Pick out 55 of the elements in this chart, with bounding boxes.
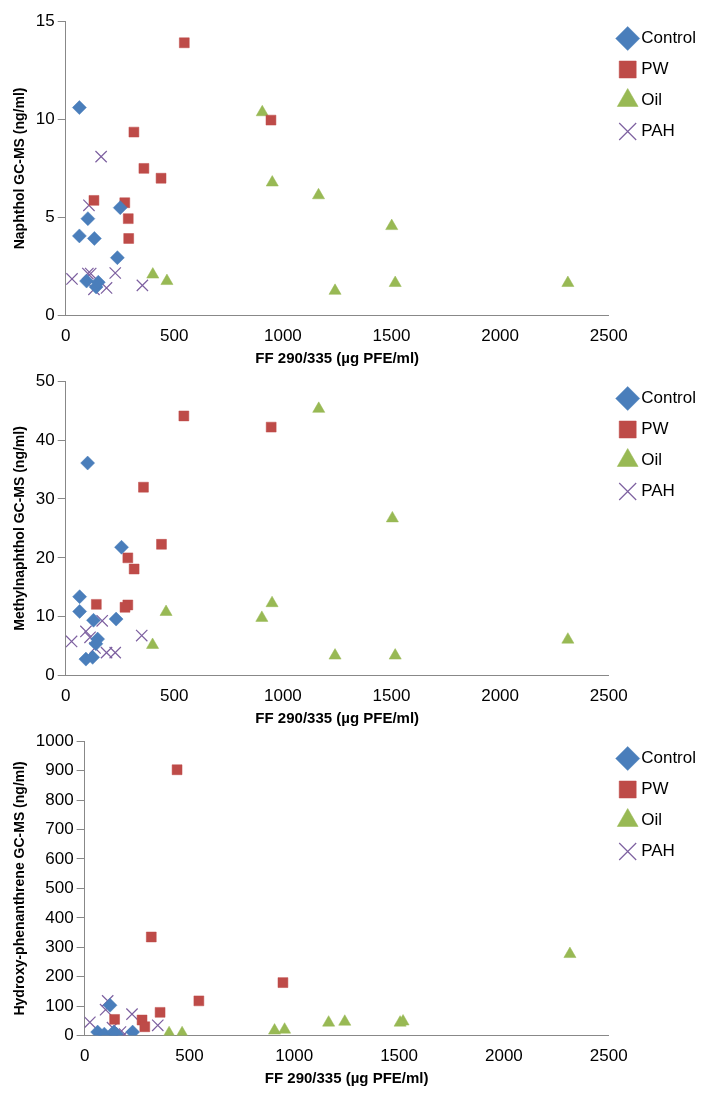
x-axis-title: FF 290/335 (µg PFE/ml) <box>264 1069 429 1087</box>
x-tick-label: 0 <box>79 1046 90 1066</box>
y-tick-label: 40 <box>35 429 55 449</box>
x-tick-label: 2000 <box>484 1046 523 1066</box>
y-tick-label: 10 <box>35 606 55 626</box>
x-tick-label: 1000 <box>263 326 302 346</box>
legend-label: PW <box>641 59 669 79</box>
x-tick-label: 1500 <box>380 1046 418 1066</box>
y-axis-title: Hydroxy-phenanthrene GC-MS (ng/ml) <box>11 761 28 1016</box>
y-tick-label: 600 <box>45 848 74 868</box>
y-tick-label: 800 <box>45 789 74 809</box>
legend-label: PW <box>641 779 669 799</box>
legend-label: Control <box>641 748 697 768</box>
x-axis-title: FF 290/335 (µg PFE/ml) <box>255 709 420 727</box>
y-tick-label: 30 <box>35 488 55 508</box>
y-tick-label: 700 <box>45 819 74 839</box>
y-tick-label: 0 <box>45 305 55 325</box>
legend-label: Oil <box>641 90 662 110</box>
legend-label: Control <box>641 388 697 408</box>
legend-label: Oil <box>641 810 662 830</box>
y-axis-title: Methylnaphthol GC-MS (ng/ml) <box>11 426 28 631</box>
x-tick-label: 1500 <box>372 326 411 346</box>
x-tick-label: 2500 <box>589 686 628 706</box>
y-tick-label: 5 <box>45 207 55 227</box>
y-tick-label: 0 <box>45 665 55 685</box>
y-tick-label: 300 <box>45 936 74 956</box>
legend-label: PAH <box>641 841 675 861</box>
y-tick-label: 400 <box>45 907 74 927</box>
legend-label: PAH <box>641 481 675 501</box>
y-tick-label: 500 <box>45 878 74 898</box>
y-tick-label: 0 <box>64 1025 74 1045</box>
y-tick-label: 20 <box>35 547 55 567</box>
x-tick-label: 2500 <box>589 1046 628 1066</box>
x-tick-label: 1000 <box>275 1046 314 1066</box>
y-tick-label: 10 <box>35 109 55 129</box>
legend-label: Oil <box>641 450 662 470</box>
y-tick-label: 1000 <box>35 730 74 750</box>
y-axis-title: Naphthol GC-MS (ng/ml) <box>11 87 28 250</box>
legend-label: PAH <box>641 121 675 141</box>
x-tick-label: 1000 <box>263 686 302 706</box>
x-tick-label: 500 <box>160 686 189 706</box>
x-tick-label: 500 <box>175 1046 204 1066</box>
x-tick-label: 1500 <box>372 686 411 706</box>
y-tick-label: 900 <box>45 760 74 780</box>
x-tick-label: 2500 <box>589 326 628 346</box>
y-tick-label: 200 <box>45 966 74 986</box>
legend-label: PW <box>641 419 669 439</box>
x-tick-label: 2000 <box>481 326 520 346</box>
y-tick-label: 50 <box>35 370 55 390</box>
x-axis-title: FF 290/335 (µg PFE/ml) <box>255 349 420 367</box>
y-tick-label: 100 <box>45 995 74 1015</box>
x-tick-label: 500 <box>160 326 189 346</box>
y-tick-label: 15 <box>35 10 55 30</box>
legend-label: Control <box>641 28 697 48</box>
x-tick-label: 2000 <box>481 686 520 706</box>
